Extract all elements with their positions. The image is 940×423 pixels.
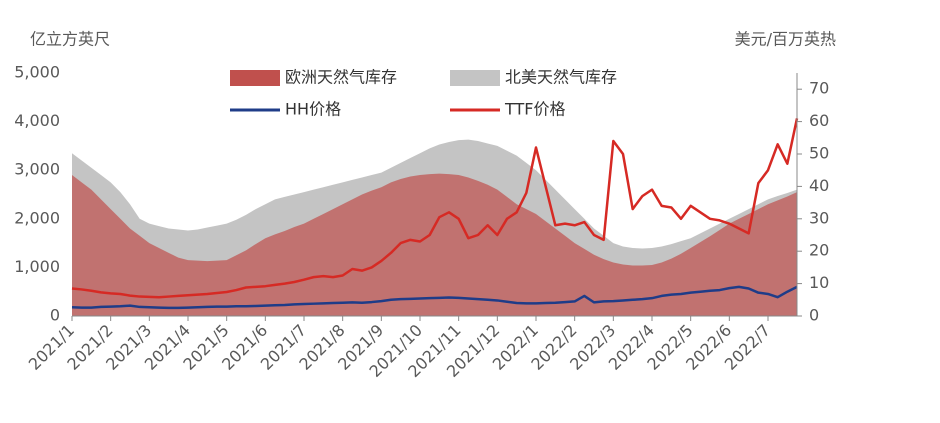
y-tick-label: 5,000 — [14, 63, 60, 82]
y-tick-label: 4,000 — [14, 111, 60, 130]
legend: 北美天然气库存 欧洲天然气库存 HH价格 TTF价格 — [230, 68, 617, 119]
y-tick-label: 0 — [50, 306, 60, 325]
y2-tick-label: 60 — [809, 111, 829, 130]
y2-tick-label: 10 — [809, 273, 829, 292]
y2-tick-label: 50 — [809, 144, 829, 163]
y2-tick-label: 0 — [809, 306, 819, 325]
legend-swatch — [450, 70, 500, 86]
area — [72, 173, 797, 316]
y-tick-label: 1,000 — [14, 257, 60, 276]
y2-tick-label: 30 — [809, 208, 829, 227]
legend-label: TTF价格 — [504, 100, 565, 119]
line — [71, 285, 798, 310]
legend-label: HH价格 — [285, 100, 341, 119]
legend-label: 北美天然气库存 — [505, 68, 617, 87]
y-tick-label: 2,000 — [14, 208, 60, 227]
y2-axis-title: 美元/百万英热 — [735, 30, 836, 49]
y2-tick-label: 70 — [809, 79, 829, 98]
line — [71, 118, 799, 299]
y-tick-label: 3,000 — [14, 160, 60, 179]
y2-tick-label: 20 — [809, 241, 829, 260]
y2-tick-label: 40 — [809, 176, 829, 195]
legend-label: 欧洲天然气库存 — [285, 68, 397, 87]
legend-swatch — [230, 70, 280, 86]
y-axis-title: 亿立方英尺 — [30, 30, 110, 49]
